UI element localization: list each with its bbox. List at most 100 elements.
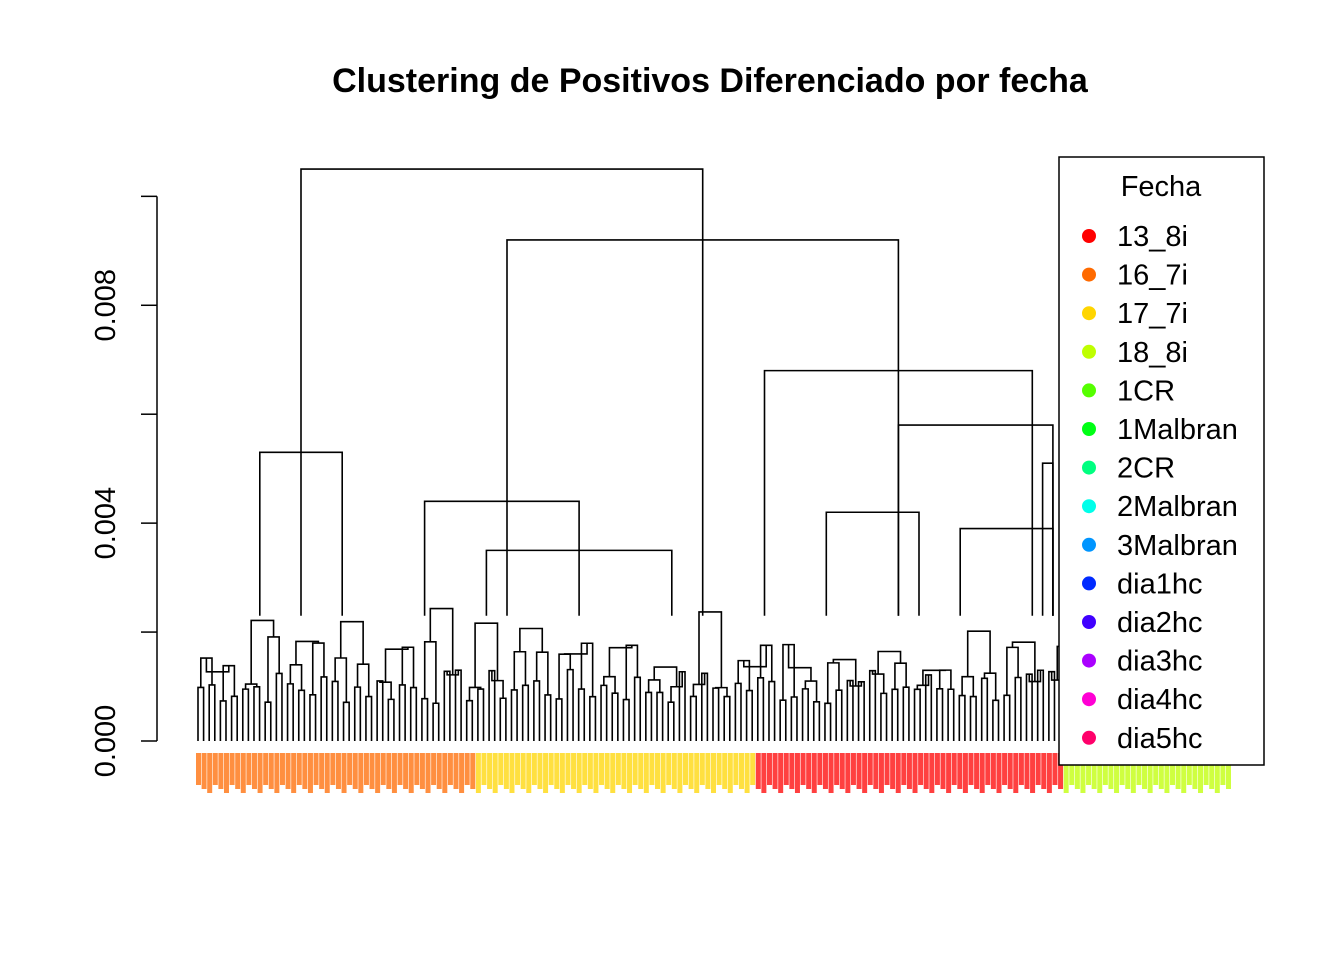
leaf-label-mark (800, 753, 806, 785)
tree-branch (488, 669, 496, 741)
legend-swatch (1082, 344, 1096, 359)
tree-branch (1006, 646, 1019, 696)
tree-branch (714, 686, 728, 697)
tree-branch (267, 636, 280, 703)
leaf-label-mark (901, 753, 907, 785)
tree-branch (289, 664, 303, 691)
legend-swatch (1082, 653, 1096, 668)
tree-branch (309, 694, 317, 741)
tree-branch (563, 643, 588, 655)
leaf-label-mark (235, 753, 241, 789)
tree-branch (241, 688, 250, 741)
tree-branch (712, 687, 720, 741)
tree-branch (544, 694, 552, 741)
leaf-label-mark (1158, 753, 1164, 789)
leaf-label-mark (957, 753, 963, 789)
tree-merge (763, 369, 1034, 616)
legend-swatch (1082, 537, 1096, 552)
leaf-label-mark (1153, 753, 1159, 785)
tree-branch (877, 650, 902, 675)
tree-branch (947, 688, 955, 741)
leaf-label-mark (1125, 753, 1131, 789)
leaf-label-mark (906, 753, 912, 789)
tree-branch (250, 619, 275, 685)
leaf-label-mark (257, 753, 263, 793)
tree-branch (286, 683, 294, 741)
tree-branch (519, 627, 544, 653)
tree-branch (698, 611, 723, 688)
tree-branch (1036, 669, 1045, 741)
leaf-label-mark (990, 753, 996, 789)
leaf-label-mark (890, 753, 896, 789)
tree-branch (295, 640, 320, 665)
leaf-label-mark (1097, 753, 1103, 793)
leaf-label-mark (738, 753, 744, 789)
leaf-label-mark (772, 753, 778, 789)
leaf-label-mark (1147, 753, 1153, 793)
leaf-label-mark (985, 753, 991, 785)
leaf-label-mark (1186, 753, 1192, 785)
tree-branch (533, 680, 541, 741)
leaf-label-mark (459, 753, 465, 793)
leaf-label-mark (632, 753, 638, 785)
tree-branch (787, 644, 812, 682)
legend-label: 18_8i (1117, 337, 1188, 369)
leaf-label-mark (822, 753, 828, 789)
tree-branch (253, 686, 261, 741)
leaf-label-mark (246, 753, 252, 785)
tree-branch (969, 695, 977, 741)
tree-branch (244, 683, 258, 690)
leaf-label-mark (481, 753, 487, 785)
tree-merge (1041, 462, 1054, 616)
leaf-label-mark (761, 753, 767, 793)
leaf-label-mark (526, 753, 532, 793)
tree-branch (656, 691, 664, 741)
leaf-label-mark (492, 753, 498, 793)
tree-branch (510, 689, 518, 741)
leaf-label-mark (212, 753, 218, 785)
leaf-label-mark (683, 753, 689, 785)
leaf-label-mark (386, 753, 392, 789)
leaf-label-mark (330, 753, 336, 785)
leaf-label-mark (1013, 753, 1019, 793)
leaf-label-mark (419, 753, 425, 789)
legend-label: 3Malbran (1117, 530, 1238, 562)
legend-label: dia3hc (1117, 646, 1202, 678)
leaf-label-mark (487, 753, 493, 789)
tree-branch (868, 669, 877, 741)
tree-branch (421, 697, 429, 741)
leaf-label-mark (1226, 753, 1231, 789)
leaf-label-mark (464, 753, 470, 785)
legend-title: Fecha (1121, 171, 1202, 203)
leaf-label-mark (839, 753, 845, 789)
y-tick-label: 0.004 (90, 487, 122, 560)
tree-branch (742, 645, 767, 668)
tree-branch (1011, 641, 1036, 682)
tree-branch (356, 663, 370, 697)
tree-branch (902, 686, 910, 741)
tree-branch (958, 694, 966, 741)
leaf-label-mark (1007, 753, 1013, 789)
tree-branch (922, 669, 947, 686)
tree-branch (499, 697, 507, 741)
leaf-label-mark (878, 753, 884, 793)
leaf-label-mark (1102, 753, 1108, 785)
tree-branch (608, 645, 633, 677)
legend-label: 1Malbran (1117, 414, 1238, 446)
leaf-label-mark (391, 753, 397, 793)
leaf-label-mark (347, 753, 353, 785)
tree-branch (1003, 694, 1011, 741)
leaf-label-mark (750, 753, 756, 785)
leaf-label-mark (806, 753, 812, 789)
legend-swatch (1082, 229, 1096, 243)
leaf-label-mark (425, 753, 431, 793)
legend-swatch (1082, 499, 1096, 514)
leaf-label-mark (352, 753, 358, 789)
tree-branch (275, 672, 283, 741)
tree-branch (1048, 670, 1056, 741)
leaf-label-mark (442, 753, 448, 793)
tree-branch (577, 688, 586, 741)
tree-branch (701, 672, 709, 741)
tree-merge (897, 424, 1054, 616)
tree-branch (1014, 676, 1022, 741)
